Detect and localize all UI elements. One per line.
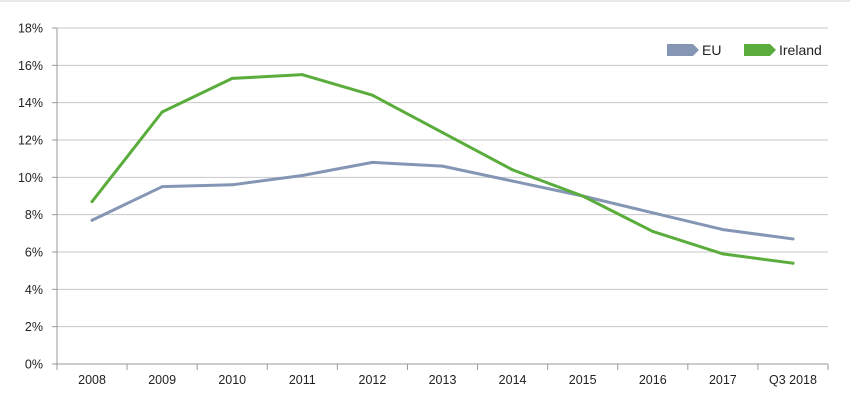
x-axis: 2008 2009 2010 2011 2012 2013 2014 2015 2016 2017…	[56, 363, 829, 387]
x-tick-label: 2009	[148, 373, 176, 387]
x-tick-label: 2015	[569, 373, 597, 387]
x-tick-label: 2010	[218, 373, 246, 387]
data-point	[300, 73, 304, 77]
data-point	[441, 164, 444, 168]
data-point	[791, 237, 795, 241]
x-tick-label: 2008	[78, 373, 106, 387]
series-line-eu	[90, 160, 795, 241]
data-point	[370, 160, 374, 164]
x-tick-label: 2011	[289, 373, 316, 387]
x-tick-label: 2012	[359, 373, 387, 387]
x-tick-label: 2017	[709, 373, 737, 387]
y-tick-label: 0%	[25, 358, 43, 372]
y-tick-label: 6%	[25, 246, 43, 260]
data-point	[441, 131, 444, 135]
data-point	[651, 229, 655, 233]
legend: EU Ireland	[667, 42, 822, 58]
x-tick-label: Q3 2018	[769, 373, 817, 387]
y-tick-label: 18%	[18, 22, 43, 36]
y-tick-label: 14%	[18, 96, 43, 110]
data-point	[791, 261, 795, 265]
y-tick-label: 8%	[25, 208, 43, 222]
data-point	[651, 211, 655, 215]
data-point	[511, 179, 515, 183]
data-point	[721, 228, 725, 232]
data-point	[370, 93, 374, 97]
legend-label: EU	[702, 42, 721, 58]
data-point	[230, 76, 234, 80]
data-point	[160, 110, 164, 114]
x-tick-label: 2013	[429, 373, 457, 387]
data-point	[230, 183, 234, 187]
x-tick-label: 2016	[639, 373, 667, 387]
x-tick-label: 2014	[499, 373, 527, 387]
y-tick-label: 12%	[18, 134, 43, 148]
data-point	[581, 194, 585, 198]
legend-label: Ireland	[779, 42, 822, 58]
data-point	[90, 200, 94, 204]
y-tick-label: 10%	[18, 171, 43, 185]
gridlines	[57, 27, 828, 328]
series-lines	[90, 73, 795, 265]
data-point	[721, 252, 725, 256]
y-tick-label: 16%	[18, 59, 43, 73]
data-point	[511, 168, 515, 172]
data-point	[300, 173, 304, 177]
y-tick-label: 2%	[25, 320, 43, 334]
y-axis: 0% 2% 4% 6% 8% 10% 12% 14% 16% 18%	[18, 22, 58, 372]
data-point	[160, 185, 164, 189]
y-tick-label: 4%	[25, 283, 43, 297]
data-point	[90, 218, 94, 222]
legend-swatch	[667, 44, 699, 56]
legend-swatch	[744, 44, 776, 56]
